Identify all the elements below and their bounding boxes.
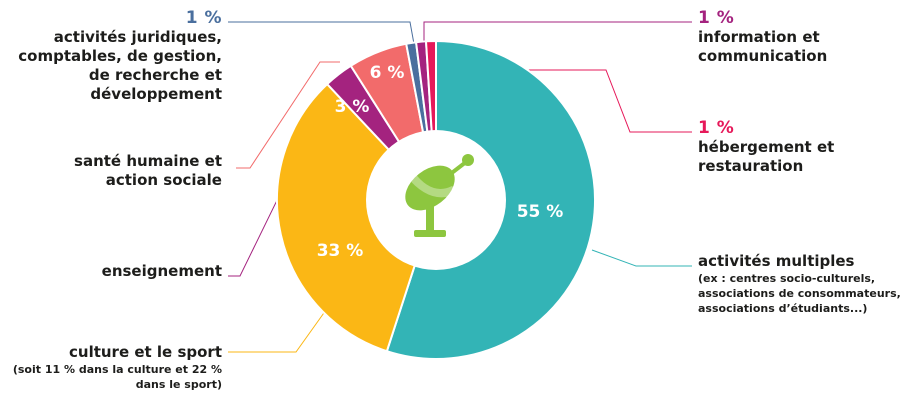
- label-information: 1 % information et communication: [698, 8, 898, 66]
- slice-pct-enseignement: 3 %: [335, 97, 370, 117]
- leader-information: [423, 21, 692, 42]
- label-multiples: activités multiples (ex : centres socio-…: [698, 252, 906, 316]
- label-enseignement: enseignement: [2, 262, 222, 281]
- slice-pct-culture: 33 %: [317, 241, 364, 261]
- label-juridique: 1 % activités juridiques, comptables, de…: [0, 8, 222, 104]
- leader-juridique: [228, 21, 415, 45]
- label-hebergement-pct: 1 %: [698, 118, 735, 138]
- label-multiples-line-1: activités multiples: [698, 252, 855, 270]
- label-sante-line-1: santé humaine et: [74, 152, 222, 170]
- label-culture: culture et le sport (soit 11 % dans la c…: [0, 343, 222, 392]
- satellite-dish-icon: [405, 154, 474, 237]
- label-information-line-2: communication: [698, 47, 828, 65]
- label-multiples-sub-1: (ex : centres socio-culturels,: [698, 272, 876, 285]
- label-information-pct: 1 %: [698, 8, 735, 28]
- label-enseignement-line-1: enseignement: [101, 262, 222, 280]
- label-juridique-line-2: comptables, de gestion,: [18, 47, 222, 65]
- slice-pct-multiples: 55 %: [517, 202, 564, 222]
- label-culture-sub-1: (soit 11 % dans la culture et 22 %: [12, 363, 222, 376]
- label-multiples-sub-3: associations d’étudiants...): [698, 302, 868, 315]
- slice-percent-labels: 55 % 33 % 3 %6 %: [317, 63, 564, 261]
- label-hebergement: 1 % hébergement et restauration: [698, 118, 898, 176]
- label-culture-line-1: culture et le sport: [69, 343, 222, 361]
- label-culture-sub-2: dans le sport): [135, 378, 222, 391]
- slice-pct-sante: 6 %: [370, 63, 405, 83]
- label-juridique-line-1: activités juridiques,: [53, 28, 222, 46]
- label-hebergement-line-2: restauration: [698, 157, 804, 175]
- label-juridique-line-4: développement: [90, 85, 222, 103]
- label-hebergement-line-1: hébergement et: [698, 138, 835, 156]
- label-sante-line-2: action sociale: [105, 171, 222, 189]
- label-juridique-line-3: de recherche et: [88, 66, 222, 84]
- label-juridique-pct: 1 %: [185, 8, 222, 28]
- leader-multiples: [591, 249, 692, 267]
- slice-culture: [276, 82, 438, 353]
- leader-sante: [236, 61, 340, 169]
- label-information-line-1: information et: [698, 28, 820, 46]
- leader-culture: [228, 309, 327, 353]
- label-multiples-sub-2: associations de consommateurs,: [698, 287, 901, 300]
- label-sante: santé humaine et action sociale: [2, 152, 222, 190]
